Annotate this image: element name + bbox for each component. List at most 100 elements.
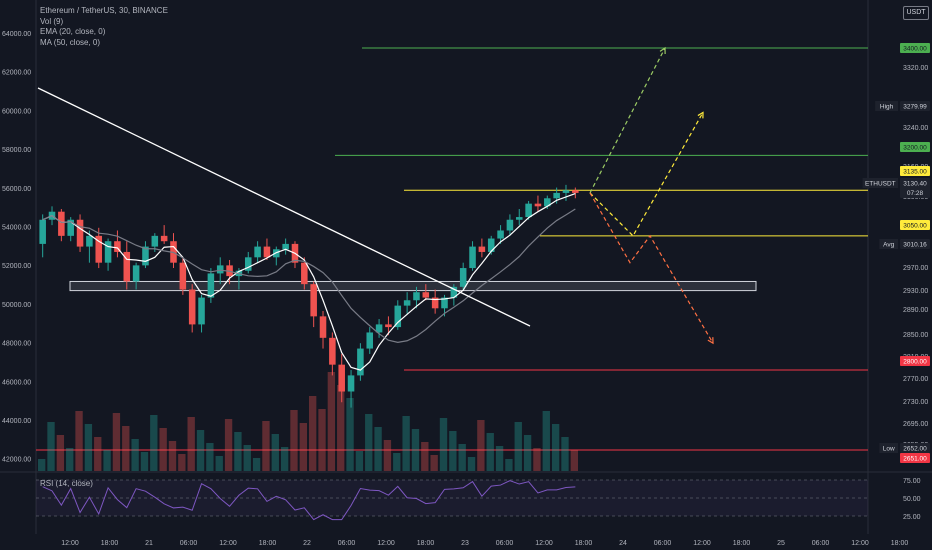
candle-body bbox=[497, 230, 504, 239]
volume-bar bbox=[393, 453, 401, 471]
volume-bar bbox=[150, 415, 158, 471]
right-axis-tick: 2730.00 bbox=[903, 399, 928, 406]
volume-bar bbox=[365, 414, 373, 471]
volume-bar bbox=[196, 430, 205, 471]
candle-body bbox=[216, 265, 224, 274]
volume-bar bbox=[514, 422, 522, 471]
price-tag bbox=[900, 356, 930, 366]
time-axis-tick: 06:00 bbox=[812, 540, 830, 547]
volume-bar bbox=[570, 450, 578, 471]
candle-body bbox=[347, 375, 355, 392]
time-axis-tick: 18:00 bbox=[101, 540, 119, 547]
price-tag-value: 2800.00 bbox=[903, 359, 927, 366]
candle-body bbox=[525, 203, 532, 218]
candle-body bbox=[450, 286, 458, 298]
rsi-legend[interactable]: RSI (14, close) bbox=[40, 479, 93, 488]
candle-body bbox=[441, 297, 448, 309]
candle-body bbox=[207, 273, 215, 298]
candle-body bbox=[179, 262, 187, 290]
candle-body bbox=[469, 246, 476, 269]
price-tag-value: 2651.00 bbox=[903, 456, 927, 463]
price-tag-label: Avg bbox=[883, 242, 894, 249]
candle-body bbox=[572, 190, 579, 193]
price-tag-label-bg bbox=[879, 443, 898, 453]
candle-body bbox=[39, 219, 46, 244]
support-zone bbox=[69, 280, 757, 292]
currency-unit-button[interactable]: USDT bbox=[903, 6, 929, 20]
candle-body bbox=[188, 289, 196, 325]
volume-bar bbox=[299, 423, 307, 471]
candle-body bbox=[329, 337, 336, 365]
left-axis-tick: 62000.00 bbox=[2, 70, 31, 77]
time-axis-tick: 12:00 bbox=[61, 540, 79, 547]
volume-bar bbox=[430, 455, 438, 471]
volume-bar bbox=[215, 456, 223, 471]
volume-bar bbox=[131, 439, 139, 471]
candle-body bbox=[338, 364, 345, 392]
legend-symbol[interactable]: Ethereum / TetherUS, 30, BINANCE bbox=[40, 6, 168, 15]
volume-bar bbox=[262, 421, 270, 471]
left-axis-tick: 50000.00 bbox=[2, 302, 31, 309]
candle-body bbox=[487, 238, 495, 252]
volume-bar bbox=[402, 416, 410, 471]
time-axis-tick: 06:00 bbox=[180, 540, 198, 547]
volume-bar bbox=[383, 440, 392, 471]
volume-bar bbox=[542, 411, 550, 471]
price-tag-label: ETHUSDT bbox=[865, 181, 896, 188]
volume-bar bbox=[280, 447, 289, 471]
candle-body bbox=[515, 217, 523, 220]
candle-body bbox=[244, 257, 252, 271]
volume-bar bbox=[486, 433, 494, 471]
volume-bar bbox=[234, 432, 242, 471]
legend-ma[interactable]: MA (50, close, 0) bbox=[40, 37, 101, 47]
rsi-line bbox=[42, 480, 576, 521]
projection-arrowhead bbox=[659, 46, 666, 55]
candle-body bbox=[310, 284, 317, 317]
price-tag-label: High bbox=[880, 104, 894, 111]
candle-body bbox=[553, 192, 560, 199]
volume-bar bbox=[374, 427, 382, 471]
volume-bar bbox=[449, 431, 457, 471]
volume-bar bbox=[561, 437, 569, 471]
price-tag-value: 2652.00 bbox=[903, 446, 927, 453]
time-axis-tick: 18:00 bbox=[417, 540, 435, 547]
candle-body bbox=[76, 219, 84, 247]
candle-body bbox=[132, 265, 140, 282]
volume-bar bbox=[47, 422, 55, 471]
candle-body bbox=[431, 297, 439, 309]
time-axis-tick: 12:00 bbox=[535, 540, 553, 547]
time-axis-tick: 18:00 bbox=[891, 540, 909, 547]
volume-bar bbox=[112, 413, 121, 471]
candle-body bbox=[366, 332, 374, 349]
ema-line bbox=[42, 193, 576, 371]
price-tag-label-bg bbox=[862, 178, 898, 188]
volume-bar bbox=[75, 411, 83, 471]
time-axis-tick: 12:00 bbox=[693, 540, 711, 547]
time-axis-tick: 06:00 bbox=[496, 540, 514, 547]
time-axis-tick: 18:00 bbox=[733, 540, 751, 547]
projection-path bbox=[589, 192, 714, 344]
volume-bar bbox=[122, 426, 130, 471]
time-axis-tick: 18:00 bbox=[259, 540, 277, 547]
legend-vol[interactable]: Vol (9) bbox=[40, 16, 64, 26]
price-tag-countdown: 07:28 bbox=[907, 190, 924, 197]
chart-legend: Ethereum / TetherUS, 30, BINANCE Vol (9)… bbox=[40, 6, 168, 48]
candle-body bbox=[282, 243, 289, 250]
right-axis-tick: 3240.00 bbox=[903, 125, 928, 132]
volume-bar bbox=[467, 457, 476, 471]
volume-bar bbox=[38, 459, 46, 471]
right-axis-tick: 2930.00 bbox=[903, 288, 928, 295]
time-axis-tick: 23 bbox=[461, 540, 469, 547]
time-axis-tick: 21 bbox=[145, 540, 153, 547]
volume-bar bbox=[159, 428, 167, 471]
right-axis-tick: 2770.00 bbox=[903, 376, 928, 383]
time-axis-tick: 12:00 bbox=[219, 540, 237, 547]
left-axis-tick: 44000.00 bbox=[2, 418, 31, 425]
time-axis-tick: 24 bbox=[619, 540, 627, 547]
volume-bar bbox=[523, 435, 532, 471]
left-axis-tick: 46000.00 bbox=[2, 379, 31, 386]
legend-ema[interactable]: EMA (20, close, 0) bbox=[40, 27, 106, 36]
volume-bar bbox=[439, 418, 448, 471]
projection-path bbox=[589, 47, 666, 194]
